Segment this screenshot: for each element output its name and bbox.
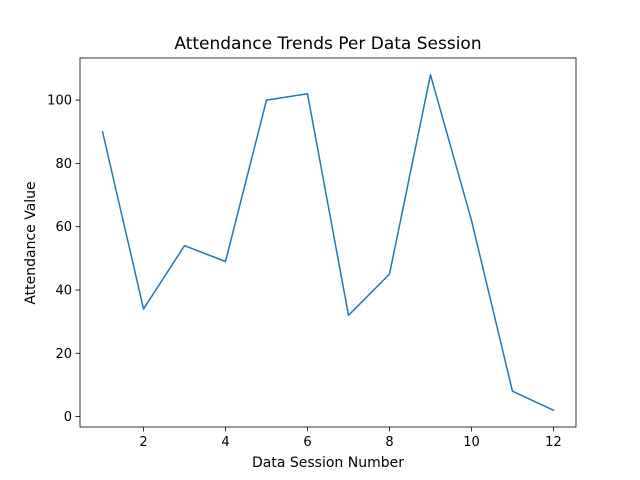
- chart-title: Attendance Trends Per Data Session: [174, 34, 481, 54]
- x-tick-label: 8: [385, 435, 393, 450]
- x-tick-label: 6: [303, 435, 311, 450]
- y-tick-label: 20: [55, 347, 72, 362]
- x-tick-label: 4: [221, 435, 229, 450]
- x-tick-label: 10: [463, 435, 480, 450]
- y-tick-label: 60: [55, 220, 72, 235]
- y-tick-label: 40: [55, 283, 72, 298]
- y-axis-label: Attendance Value: [23, 181, 39, 304]
- y-tick-label: 0: [64, 410, 72, 425]
- x-tick-label: 12: [545, 435, 562, 450]
- x-tick-label: 2: [139, 435, 147, 450]
- series-line-0: [101, 74, 555, 412]
- y-tick-label: 100: [47, 94, 72, 109]
- x-axis-label: Data Session Number: [252, 455, 404, 471]
- plot-frame: [79, 57, 577, 428]
- y-tick-label: 80: [55, 157, 72, 172]
- plot-area: 2 4 6 8 10 12 0 20 40 60 80 100: [47, 57, 577, 450]
